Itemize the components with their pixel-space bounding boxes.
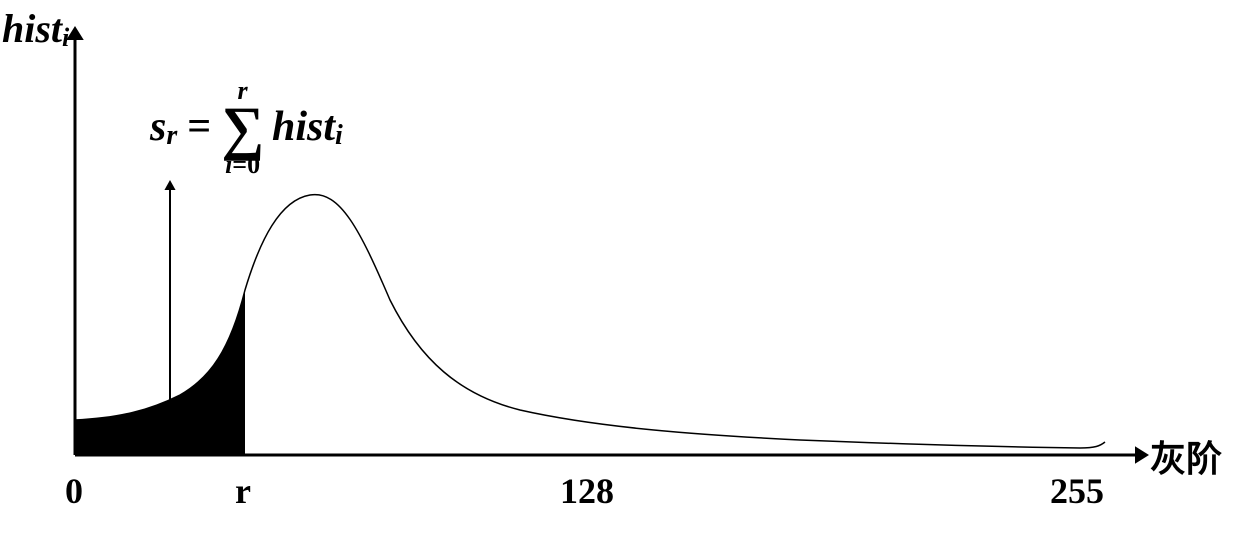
formula-lhs: s (150, 104, 166, 150)
y-axis-label-sub: i (62, 23, 69, 52)
tick-128: 128 (560, 470, 614, 512)
chart-container: histi 灰阶 0 r 128 255 sr = r ∑ i=0 histi (0, 0, 1240, 529)
tick-255: 255 (1050, 470, 1104, 512)
sigma-lower-val: 0 (247, 150, 260, 179)
y-axis-label-text: hist (2, 6, 62, 51)
y-axis-label: histi (2, 5, 69, 53)
formula-lhs-sub: r (166, 121, 177, 152)
x-axis-label: 灰阶 (1150, 430, 1222, 482)
formula-eq: = (187, 104, 211, 150)
sigma-lower-eq: = (232, 150, 247, 179)
x-axis-label-text: 灰阶 (1150, 439, 1222, 479)
formula-rhs-sub: i (335, 121, 343, 152)
formula: sr = r ∑ i=0 histi (150, 78, 343, 178)
tick-0: 0 (65, 470, 83, 512)
sigma-icon: ∑ (221, 104, 264, 152)
tick-r: r (235, 470, 251, 512)
formula-rhs: hist (272, 104, 335, 150)
